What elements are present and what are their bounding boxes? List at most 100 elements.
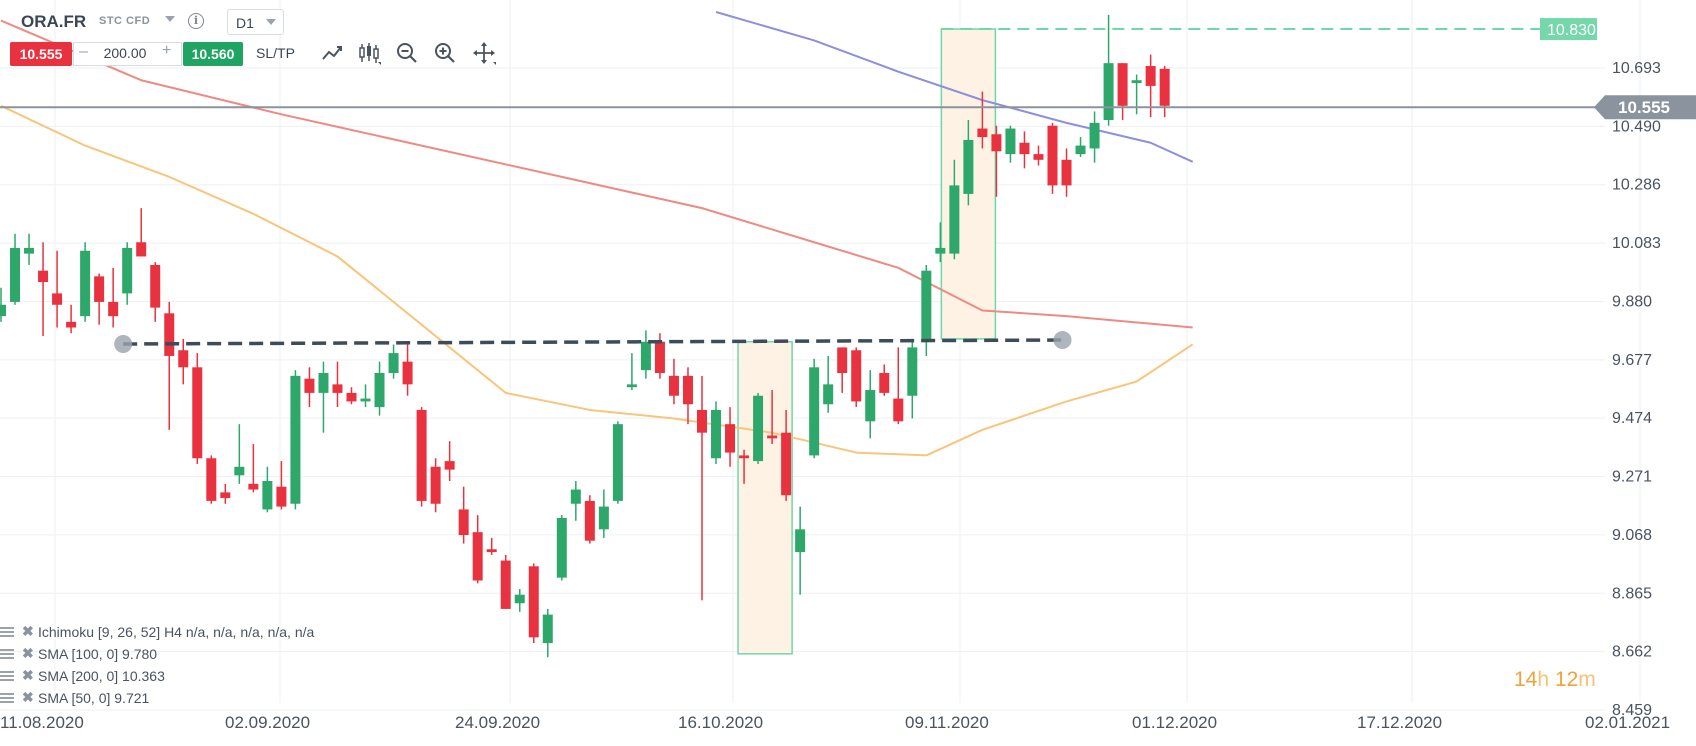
candle-body [556, 517, 567, 578]
target-label-bg [1540, 18, 1597, 41]
candle-body [178, 350, 189, 368]
instrument-dropdown-icon[interactable] [165, 16, 175, 22]
quantity-minus-button[interactable]: – [79, 43, 88, 60]
candle-body [318, 372, 329, 393]
quantity-input[interactable]: 200.00 [103, 45, 147, 61]
quantity-plus-button[interactable]: + [162, 42, 172, 59]
countdown-m: m [1578, 668, 1596, 691]
candle-body [430, 466, 441, 504]
candle-body [1033, 154, 1044, 160]
resistance-handle [1053, 331, 1072, 350]
candle-body [851, 350, 862, 402]
candle-body [206, 458, 217, 501]
remove-indicator-icon[interactable]: ✖ [22, 689, 34, 705]
candle-body [1061, 159, 1072, 186]
countdown-minutes: 12 [1554, 668, 1579, 691]
candlestick-icon[interactable] [357, 41, 381, 65]
candle-body [697, 409, 707, 433]
sma-line [0, 19, 1193, 329]
candle-body [500, 560, 511, 609]
sma-line [0, 104, 1194, 457]
remove-indicator-icon[interactable]: ✖ [22, 645, 34, 661]
chevron-down-icon [266, 19, 276, 25]
candle-body [781, 432, 792, 496]
candle-body [1117, 63, 1128, 106]
candle-body [739, 455, 750, 459]
buy-button[interactable]: 10.560 [183, 42, 243, 66]
drag-handle-icon[interactable] [0, 670, 14, 682]
remove-indicator-icon[interactable]: ✖ [22, 667, 34, 683]
candle-body [991, 134, 1002, 152]
zoom-in-icon[interactable] [433, 41, 457, 65]
candle-body [38, 270, 49, 283]
drag-handle-icon[interactable] [0, 626, 14, 638]
candle-body [374, 372, 385, 408]
candle-body [66, 321, 77, 328]
candle-body [598, 506, 609, 530]
sl-tp-button[interactable]: SL/TP [256, 45, 295, 61]
y-tick-label: 10.490 [1612, 118, 1661, 135]
y-tick-label: 10.693 [1612, 60, 1661, 77]
candle-body [668, 375, 679, 396]
candle-body [94, 276, 105, 302]
candle-body [108, 301, 119, 317]
sell-button[interactable]: 10.555 [10, 42, 72, 66]
candle-body [1145, 66, 1156, 86]
candle-body [332, 384, 343, 393]
candle-body [1159, 68, 1170, 106]
info-icon[interactable]: i [188, 13, 204, 29]
candle-body [1131, 80, 1142, 84]
candle-body [879, 372, 890, 393]
candle-body [52, 293, 63, 305]
quantity-stepper[interactable] [73, 42, 182, 66]
symbol-label[interactable]: ORA.FR [21, 12, 87, 31]
x-tick-label: 02.01.2021 [1585, 713, 1670, 732]
target-label: 10.830 [1547, 22, 1596, 39]
instrument-type: STC CFD [99, 15, 151, 27]
candle-body [192, 367, 203, 459]
x-tick-label: 09.11.2020 [905, 713, 989, 732]
candle-body [360, 398, 371, 402]
candle-body [458, 509, 469, 536]
candle-body [486, 549, 497, 553]
candle-body [514, 594, 525, 604]
y-tick-label: 9.677 [1612, 352, 1652, 369]
legend-text: Ichimoku [9, 26, 52] H4 n/a, n/a, n/a, n… [38, 624, 315, 640]
y-tick-label: 9.068 [1612, 527, 1652, 544]
remove-indicator-icon[interactable]: ✖ [22, 623, 34, 639]
candle-countdown: 14h 12m [1514, 668, 1596, 692]
candle-body [220, 492, 231, 499]
move-icon[interactable] [472, 41, 496, 65]
candle-body [626, 384, 637, 388]
candle-body [542, 614, 553, 644]
current-price-tag [1594, 95, 1696, 120]
x-tick-label: 01.12.2020 [1132, 713, 1217, 732]
x-tick-label: 24.09.2020 [455, 713, 540, 732]
candle-body [346, 392, 357, 402]
candle-body [725, 424, 736, 453]
line-chart-icon[interactable] [321, 41, 345, 65]
x-tick-label: 17.12.2020 [1357, 713, 1442, 732]
candle-body [304, 378, 315, 393]
candle-body [1019, 142, 1030, 155]
candle-body [136, 242, 147, 257]
timeframe-select[interactable]: D1 [227, 9, 284, 35]
zoom-out-icon[interactable] [395, 41, 419, 65]
drag-handle-icon[interactable] [0, 692, 14, 704]
candle-body [893, 398, 904, 422]
drag-handle-icon[interactable] [0, 648, 14, 660]
candle-body [753, 395, 764, 462]
y-tick-label: 8.662 [1612, 644, 1652, 661]
candle-body [1075, 145, 1086, 155]
y-axis: 10.693 10.490 10.286 10.083 9.880 9.677 9.474 9… [1612, 60, 1661, 719]
candle-body [977, 128, 988, 138]
candle-body [276, 486, 287, 507]
candle-body [1089, 122, 1100, 149]
candle-body [612, 424, 623, 501]
chart-toolbar: ORA.FR STC CFD i D1 10.555 – 200.00 + 10… [0, 0, 560, 70]
candle-body [444, 461, 455, 470]
measured-zone [737, 340, 793, 655]
candle-body [248, 483, 259, 490]
